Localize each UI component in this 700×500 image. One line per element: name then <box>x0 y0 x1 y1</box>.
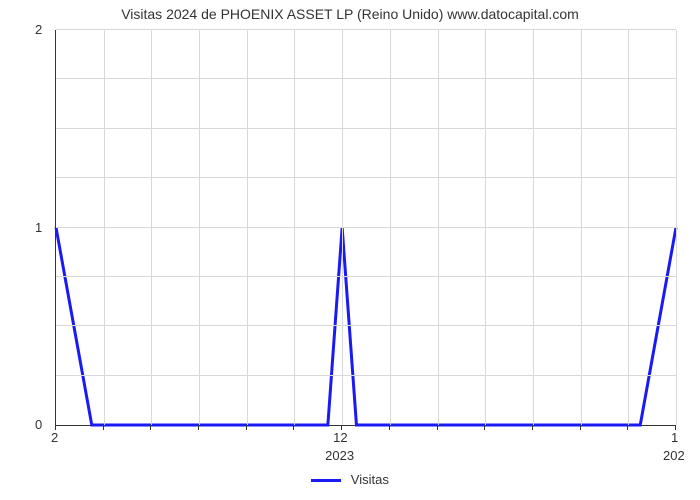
gridline-vertical <box>485 30 486 425</box>
x-tick-mark <box>198 425 199 430</box>
y-tick-label: 2 <box>35 22 42 37</box>
gridline-horizontal <box>56 227 676 228</box>
x-tick-mark <box>150 425 151 430</box>
x-tick-mark <box>580 425 581 430</box>
gridline-vertical <box>628 30 629 425</box>
legend-label: Visitas <box>351 472 389 487</box>
x-tick-label: 12 <box>333 430 347 445</box>
gridline-vertical <box>104 30 105 425</box>
gridline-vertical <box>199 30 200 425</box>
gridline-vertical <box>342 30 343 425</box>
legend-swatch <box>311 479 341 482</box>
gridline-horizontal <box>56 375 676 376</box>
x-tick-mark <box>437 425 438 430</box>
gridline-horizontal <box>56 177 676 178</box>
x-sub-label: 2023 <box>325 448 354 463</box>
gridline-horizontal <box>56 325 676 326</box>
x-sub-label: 202 <box>663 448 685 463</box>
y-tick-label: 0 <box>35 417 42 432</box>
plot-area <box>55 30 676 426</box>
chart-title: Visitas 2024 de PHOENIX ASSET LP (Reino … <box>0 6 700 22</box>
x-tick-mark <box>532 425 533 430</box>
gridline-vertical <box>438 30 439 425</box>
gridline-horizontal <box>56 29 676 30</box>
y-tick-label: 1 <box>35 220 42 235</box>
gridline-vertical <box>247 30 248 425</box>
gridline-vertical <box>533 30 534 425</box>
x-tick-label: 1 <box>671 430 678 445</box>
legend: Visitas <box>0 472 700 487</box>
gridline-horizontal <box>56 276 676 277</box>
gridline-vertical <box>581 30 582 425</box>
gridline-horizontal <box>56 78 676 79</box>
x-tick-mark <box>389 425 390 430</box>
x-tick-mark <box>103 425 104 430</box>
gridline-vertical <box>294 30 295 425</box>
x-tick-mark <box>484 425 485 430</box>
x-tick-mark <box>627 425 628 430</box>
x-tick-label: 2 <box>51 430 58 445</box>
gridline-vertical <box>676 30 677 425</box>
x-tick-mark <box>293 425 294 430</box>
gridline-vertical <box>390 30 391 425</box>
gridline-vertical <box>151 30 152 425</box>
gridline-horizontal <box>56 128 676 129</box>
line-series <box>56 30 676 425</box>
x-tick-mark <box>246 425 247 430</box>
